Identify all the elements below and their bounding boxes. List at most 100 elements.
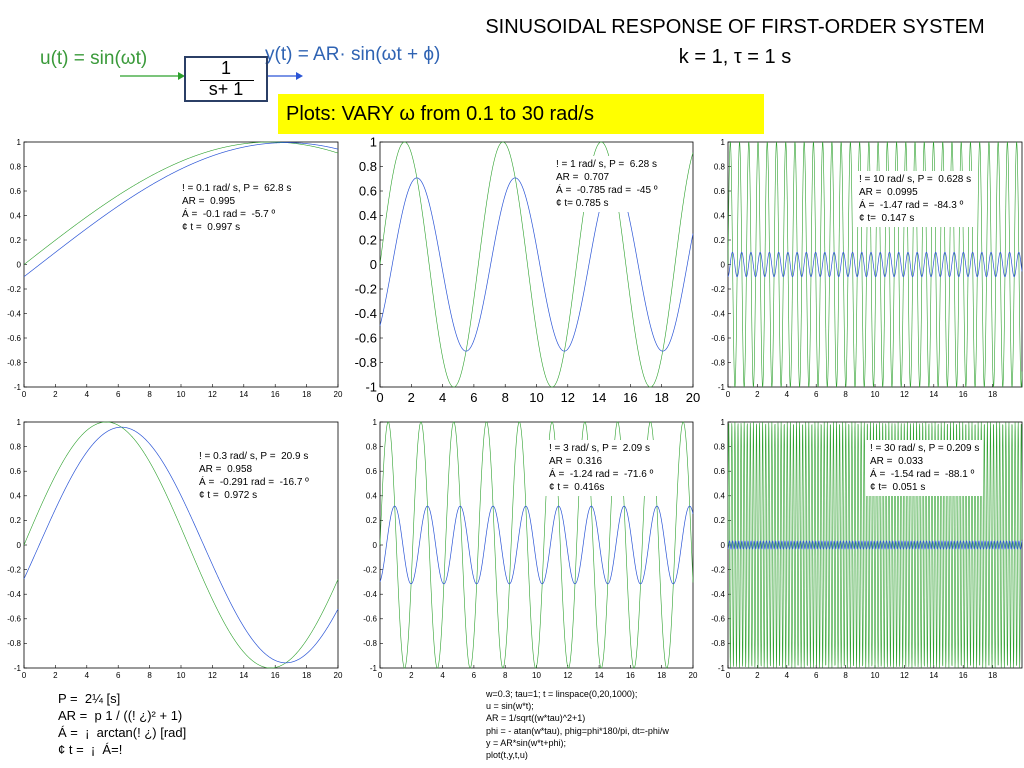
x-tick-label: 8	[147, 390, 152, 399]
annotation-line: AR = 0.958	[199, 464, 253, 475]
x-tick-label: 16	[271, 390, 280, 399]
input-signal-label: u(t) = sin(ωt)	[40, 48, 148, 69]
code-line: plot(t,y,t,u)	[486, 750, 528, 761]
y-tick-label: -0.6	[711, 334, 725, 343]
x-tick-label: 0	[378, 671, 383, 680]
matlab-code-block: w=0.3; tau=1; t = linspace(0,20,1000); u…	[486, 688, 669, 761]
annotation-line: Á = -0.1 rad = -5.7 º	[182, 209, 276, 220]
x-tick-label: 8	[147, 671, 152, 680]
annotation-line: ! = 10 rad/ s, P = 0.628 s	[859, 174, 972, 185]
transfer-function-block: 1 s+ 1	[184, 56, 268, 102]
x-tick-label: 16	[959, 390, 968, 399]
annotation-line: ¢ t= 0.051 s	[870, 482, 926, 493]
y-tick-label: -0.8	[355, 355, 377, 370]
y-tick-label: 0.4	[359, 208, 377, 223]
x-tick-label: 2	[755, 671, 760, 680]
x-tick-label: 16	[626, 671, 635, 680]
x-tick-label: 20	[334, 671, 343, 680]
y-tick-label: -0.2	[363, 565, 377, 574]
formula-block: P = 2¼ [s] AR = p 1 / ((! ¿)² + 1) Á = ¡…	[58, 690, 186, 758]
y-tick-label: 0	[17, 260, 22, 269]
annotation-line: ¢ t = 0.997 s	[182, 222, 241, 233]
output-series-line	[23, 142, 339, 277]
x-tick-label: 10	[529, 390, 543, 405]
y-tick-label: 0	[721, 541, 726, 550]
y-tick-label: 0.8	[714, 442, 726, 451]
output-series-line	[727, 251, 1023, 278]
y-tick-label: 0.6	[714, 467, 726, 476]
annotation-line: ! = 3 rad/ s, P = 2.09 s	[549, 443, 650, 454]
annotation-line: AR = 0.316	[549, 456, 603, 467]
y-tick-label: 1	[721, 138, 726, 147]
annotation-line: AR = 0.0995	[859, 187, 918, 198]
y-tick-label: -0.4	[711, 309, 725, 318]
x-tick-label: 2	[53, 671, 58, 680]
x-tick-label: 6	[472, 671, 477, 680]
y-tick-label: -0.6	[363, 615, 377, 624]
x-tick-label: 14	[239, 671, 248, 680]
y-tick-label: 0.6	[10, 187, 22, 196]
y-tick-label: -0.4	[711, 590, 725, 599]
x-tick-label: 8	[843, 671, 848, 680]
output-arrow-head-icon	[296, 72, 303, 80]
annotation-line: Á = -1.54 rad = -88.1 º	[870, 469, 975, 480]
y-tick-label: 0	[17, 541, 22, 550]
y-tick-label: 0.6	[714, 187, 726, 196]
input-series-line	[727, 421, 1023, 669]
x-tick-label: 18	[988, 671, 997, 680]
y-tick-label: -1	[718, 383, 726, 392]
x-tick-label: 4	[785, 671, 790, 680]
y-tick-label: 0	[373, 541, 378, 550]
y-tick-label: 1	[17, 138, 22, 147]
tf-fraction-bar	[200, 80, 254, 81]
x-tick-label: 20	[689, 671, 698, 680]
y-tick-label: 0.2	[714, 516, 726, 525]
x-tick-label: 12	[208, 390, 217, 399]
output-series-line	[379, 505, 694, 585]
plot-annotation: ! = 30 rad/ s, P = 0.209 s AR = 0.033 Á = …	[866, 440, 984, 496]
x-tick-label: 6	[116, 390, 121, 399]
x-tick-label: 20	[686, 390, 700, 405]
x-tick-label: 12	[208, 671, 217, 680]
x-tick-label: 12	[900, 390, 909, 399]
tf-denominator: s+ 1	[208, 79, 244, 99]
x-tick-label: 10	[177, 671, 186, 680]
x-tick-label: 6	[814, 390, 819, 399]
input-series-line	[727, 140, 1023, 389]
annotation-line: Á = -1.47 rad = -84.3 º	[859, 200, 964, 211]
y-tick-label: 0.2	[10, 236, 22, 245]
y-tick-label: -0.8	[7, 639, 21, 648]
y-tick-label: -0.2	[7, 285, 21, 294]
x-tick-label: 18	[988, 390, 997, 399]
formula-phase: Á = ¡ arctan(! ¿) [rad]	[58, 725, 187, 740]
y-tick-label: 0	[370, 257, 377, 272]
x-tick-label: 16	[623, 390, 637, 405]
y-tick-label: -0.6	[7, 615, 21, 624]
x-tick-label: 10	[871, 671, 880, 680]
y-tick-label: 1	[373, 418, 378, 427]
x-tick-label: 14	[929, 390, 938, 399]
annotation-line: ¢ t = 0.416s	[549, 482, 605, 493]
x-tick-label: 14	[239, 390, 248, 399]
y-tick-label: 0.8	[366, 442, 378, 451]
y-tick-label: -0.4	[7, 309, 21, 318]
plots-banner: Plots: VARY ω from 0.1 to 30 rad/s	[278, 94, 764, 134]
x-tick-label: 2	[755, 390, 760, 399]
y-tick-label: -0.4	[7, 590, 21, 599]
x-tick-label: 4	[439, 390, 446, 405]
x-tick-label: 4	[785, 390, 790, 399]
y-tick-label: 0.4	[714, 211, 726, 220]
x-tick-label: 14	[592, 390, 606, 405]
x-tick-label: 0	[376, 390, 383, 405]
annotation-line: ! = 0.1 rad/ s, P = 62.8 s	[182, 183, 292, 194]
x-tick-label: 8	[843, 390, 848, 399]
y-tick-label: -0.8	[711, 639, 725, 648]
y-tick-label: -0.8	[711, 358, 725, 367]
y-tick-label: 1	[17, 418, 22, 427]
sine-response-plot: 10.80.60.40.20-0.2-0.4-0.6-0.8-10 2 4 6 8 10 1…	[7, 138, 343, 399]
tf-numerator: 1	[220, 58, 231, 78]
formula-time-lag: ¢ t = ¡ Á=!	[58, 742, 123, 757]
y-tick-label: -0.2	[7, 565, 21, 574]
y-tick-label: 0	[721, 260, 726, 269]
